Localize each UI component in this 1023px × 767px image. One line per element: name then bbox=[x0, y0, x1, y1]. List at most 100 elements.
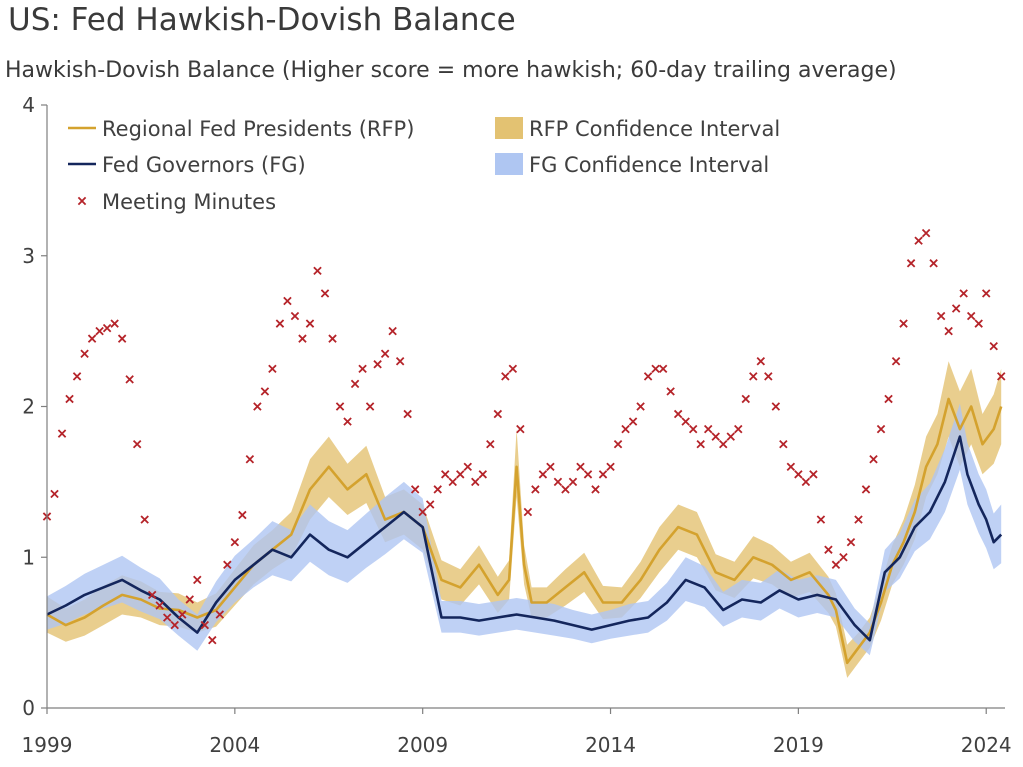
meeting-minutes-marker bbox=[403, 409, 412, 419]
meeting-minutes-marker bbox=[966, 311, 976, 321]
meeting-minutes-marker bbox=[809, 470, 818, 479]
meeting-minutes-marker bbox=[734, 424, 743, 434]
x-tick-label: 2024 bbox=[961, 733, 1012, 757]
meeting-minutes-marker bbox=[305, 319, 315, 328]
y-tick-label: 3 bbox=[22, 244, 35, 268]
meeting-minutes-marker bbox=[245, 455, 255, 464]
meeting-minutes-marker bbox=[891, 357, 901, 366]
meeting-minutes-marker bbox=[598, 470, 608, 479]
meeting-minutes-marker bbox=[208, 635, 217, 645]
meeting-minutes-marker bbox=[65, 394, 74, 404]
meeting-minutes-marker bbox=[102, 323, 112, 333]
meeting-minutes-marker bbox=[688, 424, 698, 434]
x-tick-label: 2004 bbox=[209, 733, 260, 757]
fg-line bbox=[46, 435, 1003, 642]
meeting-minutes-marker bbox=[50, 489, 59, 499]
meeting-minutes-marker bbox=[613, 439, 623, 449]
meeting-minutes-markers bbox=[42, 228, 1006, 645]
meeting-minutes-marker bbox=[561, 485, 570, 494]
x-tick-label: 2014 bbox=[585, 733, 636, 757]
meeting-minutes-marker bbox=[110, 319, 119, 328]
meeting-minutes-marker bbox=[155, 601, 164, 610]
meeting-minutes-marker bbox=[726, 432, 735, 441]
meeting-minutes-marker bbox=[508, 364, 518, 374]
meeting-minutes-marker bbox=[57, 429, 67, 438]
legend-item-rfp: Regional Fed Presidents (RFP) bbox=[68, 117, 414, 141]
chart-subtitle: Hawkish-Dovish Balance (Higher score = m… bbox=[5, 58, 897, 83]
meeting-minutes-marker bbox=[433, 485, 442, 494]
meeting-minutes-marker bbox=[380, 349, 390, 358]
meeting-minutes-marker bbox=[516, 424, 525, 434]
meeting-minutes-marker bbox=[824, 545, 833, 554]
meeting-minutes-marker bbox=[816, 515, 826, 524]
y-tick-label: 1 bbox=[22, 545, 35, 569]
x-tick-label: 2019 bbox=[773, 733, 824, 757]
meeting-minutes-marker bbox=[425, 500, 435, 509]
legend-swatch bbox=[495, 153, 523, 175]
meeting-minutes-marker bbox=[328, 334, 337, 343]
meeting-minutes-marker bbox=[718, 439, 728, 449]
legend-item-rfp-ci: RFP Confidence Interval bbox=[495, 117, 780, 141]
meeting-minutes-marker bbox=[794, 470, 803, 479]
meeting-minutes-marker bbox=[87, 334, 97, 343]
meeting-minutes-marker bbox=[786, 462, 796, 472]
meeting-minutes-marker bbox=[170, 620, 179, 630]
meeting-minutes-marker bbox=[501, 372, 510, 381]
meeting-minutes-marker bbox=[884, 394, 893, 404]
meeting-minutes-marker bbox=[643, 372, 653, 381]
legend-label: RFP Confidence Interval bbox=[529, 117, 780, 141]
meeting-minutes-marker bbox=[749, 372, 758, 381]
meeting-minutes-marker bbox=[929, 259, 938, 268]
meeting-minutes-marker bbox=[238, 510, 247, 520]
meeting-minutes-marker bbox=[997, 372, 1006, 381]
meeting-minutes-marker bbox=[95, 326, 104, 336]
meeting-minutes-marker bbox=[493, 409, 503, 419]
y-tick-label: 0 bbox=[22, 696, 35, 720]
axes: 0 1 2 3 4 1999 2004 2009 2014 2019 2024 bbox=[22, 93, 1012, 757]
meeting-minutes-marker bbox=[388, 326, 397, 336]
meeting-minutes-marker bbox=[298, 334, 307, 343]
meeting-minutes-marker bbox=[703, 424, 713, 434]
series-lines bbox=[46, 397, 1003, 665]
meeting-minutes-marker bbox=[606, 462, 615, 472]
meeting-minutes-marker bbox=[658, 364, 668, 374]
meeting-minutes-marker bbox=[456, 470, 465, 479]
chart-title: US: Fed Hawkish-Dovish Balance bbox=[8, 2, 516, 38]
meeting-minutes-marker bbox=[914, 236, 923, 245]
meeting-minutes-marker bbox=[147, 590, 157, 600]
meeting-minutes-marker bbox=[268, 364, 277, 374]
meeting-minutes-marker bbox=[583, 470, 593, 479]
meeting-minutes-marker bbox=[899, 319, 908, 328]
meeting-minutes-marker bbox=[779, 439, 788, 449]
meeting-minutes-marker bbox=[981, 289, 991, 298]
meeting-minutes-marker bbox=[921, 228, 931, 238]
meeting-minutes-marker bbox=[125, 375, 134, 384]
y-tick-label: 2 bbox=[22, 395, 35, 419]
meeting-minutes-marker bbox=[854, 515, 863, 524]
meeting-minutes-marker bbox=[253, 402, 262, 411]
meeting-minutes-marker bbox=[486, 439, 495, 449]
meeting-minutes-marker bbox=[200, 620, 210, 630]
meeting-minutes-marker bbox=[215, 610, 225, 619]
meeting-minutes-marker bbox=[591, 485, 600, 494]
meeting-minutes-marker bbox=[290, 311, 300, 321]
meeting-minutes-marker bbox=[531, 485, 540, 494]
meeting-minutes-marker bbox=[628, 417, 638, 426]
meeting-minutes-marker bbox=[140, 515, 149, 524]
meeting-minutes-marker bbox=[313, 266, 322, 276]
legend-label: Meeting Minutes bbox=[102, 190, 276, 214]
meeting-minutes-marker bbox=[185, 595, 194, 604]
legend-item-fg: Fed Governors (FG) bbox=[68, 153, 306, 177]
meeting-minutes-marker bbox=[831, 560, 841, 570]
meeting-minutes-marker bbox=[132, 439, 142, 449]
meeting-minutes-marker bbox=[846, 537, 856, 547]
meeting-minutes-marker bbox=[358, 364, 367, 374]
meeting-minutes-marker bbox=[538, 470, 548, 479]
meeting-minutes-marker bbox=[523, 507, 533, 517]
fg-confidence-band bbox=[47, 403, 1002, 656]
meeting-minutes-marker bbox=[576, 462, 585, 472]
meeting-minutes-marker bbox=[771, 402, 781, 411]
legend-label: FG Confidence Interval bbox=[529, 153, 769, 177]
meeting-minutes-marker bbox=[410, 485, 420, 494]
